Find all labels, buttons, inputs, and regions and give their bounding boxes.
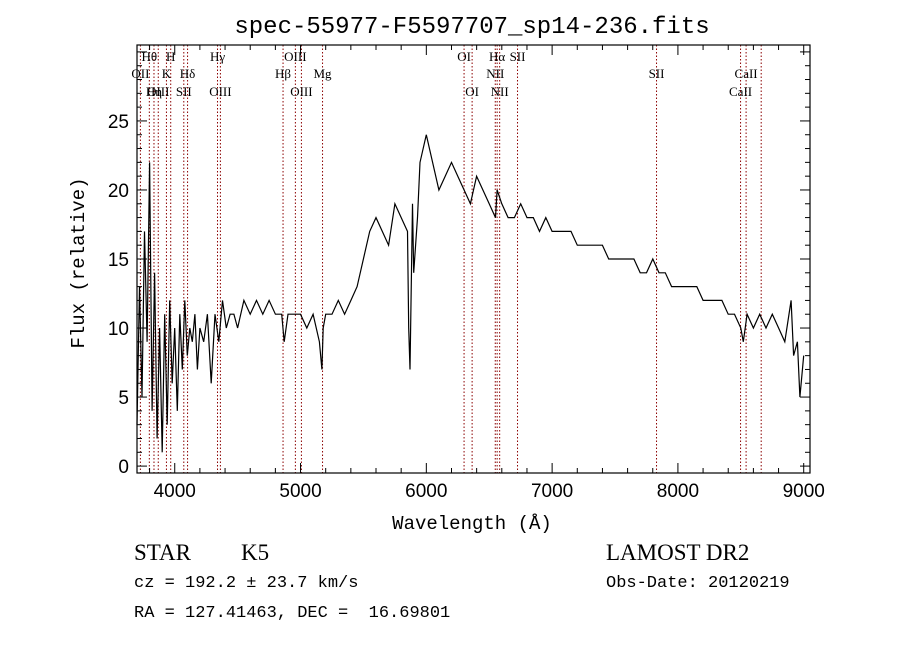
redshift-cz: cz = 192.2 ± 23.7 km/s <box>134 574 359 593</box>
line-label: SII <box>649 66 665 81</box>
y-tick-label: 5 <box>118 388 129 409</box>
line-label: H <box>166 49 175 64</box>
coordinates: RA = 127.41463, DEC = 16.69801 <box>134 604 451 623</box>
x-tick-label: 9000 <box>783 481 825 502</box>
y-tick-label: 0 <box>118 457 129 478</box>
line-label: SII <box>510 49 526 64</box>
line-label: CaII <box>729 84 752 99</box>
line-label: Hη <box>146 84 162 99</box>
line-label: OI <box>457 49 471 64</box>
line-label: OIII <box>290 84 312 99</box>
x-tick-label: 7000 <box>531 481 573 502</box>
chart-title: spec-55977-F5597707_sp14-236.fits <box>234 14 709 41</box>
line-label: K <box>162 66 172 81</box>
survey-name: LAMOST DR2 <box>606 540 750 565</box>
x-axis-label: Wavelength (Å) <box>392 513 552 535</box>
line-label: Hα <box>489 49 505 64</box>
line-label: OI <box>465 84 479 99</box>
line-label: OIII <box>284 49 306 64</box>
x-axis-ticks: 4000 5000 6000 7000 8000 9000 <box>149 45 825 502</box>
line-label: NII <box>486 66 504 81</box>
y-tick-label: 25 <box>108 112 129 133</box>
line-label: Mg <box>314 66 333 81</box>
y-axis-ticks: 0 5 10 15 20 25 <box>108 51 810 478</box>
line-label: Hθ <box>142 49 158 64</box>
spectral-subclass: K5 <box>241 540 270 565</box>
observation-date: Obs-Date: 20120219 <box>606 574 790 593</box>
emission-line-markers <box>139 45 762 473</box>
x-tick-label: 6000 <box>405 481 447 502</box>
y-tick-label: 20 <box>108 181 129 202</box>
line-label: OII <box>131 66 149 81</box>
spectrum-line <box>136 134 805 453</box>
y-axis-label: Flux (relative) <box>68 177 90 348</box>
y-tick-label: 10 <box>108 319 129 340</box>
line-label: NII <box>491 84 509 99</box>
line-label: Hδ <box>180 66 196 81</box>
line-label: OIII <box>147 84 169 99</box>
line-label: SII <box>176 84 192 99</box>
x-tick-label: 8000 <box>657 481 699 502</box>
line-label: OIII <box>209 84 231 99</box>
line-label: Hβ <box>275 66 291 81</box>
y-tick-label: 15 <box>108 250 129 271</box>
object-type: STAR <box>134 540 191 565</box>
line-label: CaII <box>735 66 758 81</box>
x-tick-label: 5000 <box>279 481 321 502</box>
x-tick-label: 4000 <box>154 481 196 502</box>
line-label: Hγ <box>210 49 225 64</box>
plot-frame <box>136 44 811 474</box>
